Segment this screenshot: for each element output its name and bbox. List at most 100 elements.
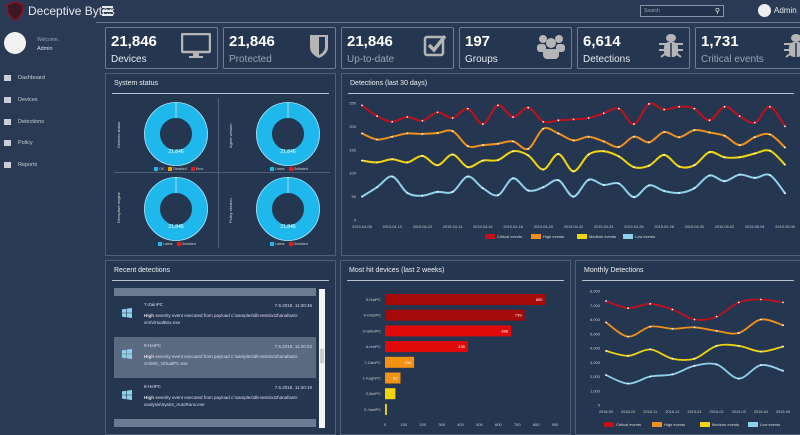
data-point[interactable] <box>678 105 681 108</box>
data-point[interactable] <box>421 132 424 135</box>
bar[interactable] <box>385 403 387 415</box>
scrollbar[interactable] <box>319 289 325 428</box>
data-point[interactable] <box>738 156 741 159</box>
data-point[interactable] <box>753 136 756 139</box>
legend-item[interactable]: Error <box>190 167 203 172</box>
data-point[interactable] <box>602 184 605 186</box>
bar[interactable] <box>385 325 512 337</box>
data-point[interactable] <box>627 335 630 338</box>
data-point[interactable] <box>557 153 560 155</box>
data-point[interactable] <box>481 123 484 125</box>
data-point[interactable] <box>663 154 666 156</box>
data-point[interactable] <box>572 139 575 142</box>
data-point[interactable] <box>436 164 439 167</box>
legend-label[interactable]: High events <box>664 422 685 427</box>
data-point[interactable] <box>708 131 711 134</box>
legend-item[interactable]: Disabled <box>168 167 187 172</box>
data-point[interactable] <box>693 364 696 367</box>
data-point[interactable] <box>605 321 607 324</box>
sidebar-item-devices[interactable]: Devices <box>4 97 38 103</box>
series-line[interactable] <box>361 102 786 128</box>
sidebar-item-policy[interactable]: Policy <box>4 140 33 146</box>
data-point[interactable] <box>497 104 499 107</box>
data-point[interactable] <box>512 177 514 180</box>
data-point[interactable] <box>451 130 454 132</box>
data-point[interactable] <box>617 155 620 158</box>
data-point[interactable] <box>391 120 394 123</box>
data-point[interactable] <box>671 357 674 360</box>
series-line[interactable] <box>361 127 786 151</box>
data-point[interactable] <box>759 298 762 301</box>
data-point[interactable] <box>497 159 499 161</box>
data-point[interactable] <box>715 344 718 347</box>
legend-swatch[interactable] <box>623 234 633 239</box>
legend-item[interactable]: Outdated <box>176 242 196 247</box>
data-point[interactable] <box>466 107 469 110</box>
data-point[interactable] <box>587 178 590 181</box>
data-point[interactable] <box>542 168 545 171</box>
data-point[interactable] <box>693 357 696 360</box>
data-point[interactable] <box>671 327 674 330</box>
data-point[interactable] <box>649 348 652 351</box>
data-point[interactable] <box>678 136 681 139</box>
data-point[interactable] <box>753 152 756 155</box>
data-point[interactable] <box>466 166 469 169</box>
data-point[interactable] <box>527 154 530 157</box>
legend-item[interactable]: Outdated <box>288 167 308 172</box>
stat-card-critical-events[interactable]: 1,731 Critical events <box>695 27 800 69</box>
data-point[interactable] <box>759 350 762 353</box>
data-point[interactable] <box>627 354 630 357</box>
list-item[interactable]: 7-ZainPC 7.5.2019, 11:20:46 High severit… <box>114 296 316 337</box>
data-point[interactable] <box>723 105 726 108</box>
data-point[interactable] <box>481 144 484 147</box>
legend-item[interactable]: Latest <box>270 242 285 247</box>
sidebar-item-dashboard[interactable]: Dashboard <box>4 75 45 81</box>
data-point[interactable] <box>648 184 650 187</box>
bar[interactable] <box>385 294 546 305</box>
data-point[interactable] <box>557 119 560 122</box>
data-point[interactable] <box>648 141 650 144</box>
data-point[interactable] <box>663 190 666 192</box>
legend-label[interactable]: Critical events <box>497 234 522 239</box>
brand-name[interactable]: Deceptive Bytes <box>28 4 115 18</box>
data-point[interactable] <box>557 179 560 182</box>
legend-swatch[interactable] <box>748 422 758 427</box>
data-point[interactable] <box>436 191 439 193</box>
data-point[interactable] <box>738 115 741 118</box>
data-point[interactable] <box>649 302 652 305</box>
data-point[interactable] <box>737 344 740 347</box>
data-point[interactable] <box>497 194 499 197</box>
data-point[interactable] <box>738 173 741 176</box>
stat-card-detections[interactable]: 6,614 Detections <box>577 27 690 69</box>
data-point[interactable] <box>782 345 784 348</box>
data-point[interactable] <box>768 133 771 136</box>
data-point[interactable] <box>436 111 439 114</box>
data-point[interactable] <box>715 330 718 332</box>
data-point[interactable] <box>361 132 363 135</box>
data-point[interactable] <box>693 164 696 167</box>
bar[interactable] <box>385 388 396 400</box>
data-point[interactable] <box>361 195 363 198</box>
data-point[interactable] <box>782 369 784 372</box>
data-point[interactable] <box>587 135 590 138</box>
data-point[interactable] <box>737 301 740 304</box>
data-point[interactable] <box>572 170 575 173</box>
menu-toggle-icon[interactable] <box>102 6 113 16</box>
data-point[interactable] <box>693 187 696 190</box>
data-point[interactable] <box>602 140 605 143</box>
data-point[interactable] <box>391 158 394 161</box>
data-point[interactable] <box>406 132 409 135</box>
data-point[interactable] <box>376 161 379 164</box>
data-point[interactable] <box>497 142 499 145</box>
data-point[interactable] <box>512 116 514 118</box>
data-point[interactable] <box>633 135 635 138</box>
data-point[interactable] <box>587 117 590 119</box>
data-point[interactable] <box>663 131 666 133</box>
data-point[interactable] <box>678 165 681 168</box>
data-point[interactable] <box>738 144 741 147</box>
data-point[interactable] <box>451 191 454 193</box>
data-point[interactable] <box>527 189 530 192</box>
series-line[interactable] <box>605 343 784 361</box>
data-point[interactable] <box>605 300 607 302</box>
list-item[interactable]: 8-HelPC 7.5.2019, 11:20:19 High severity… <box>114 378 316 419</box>
